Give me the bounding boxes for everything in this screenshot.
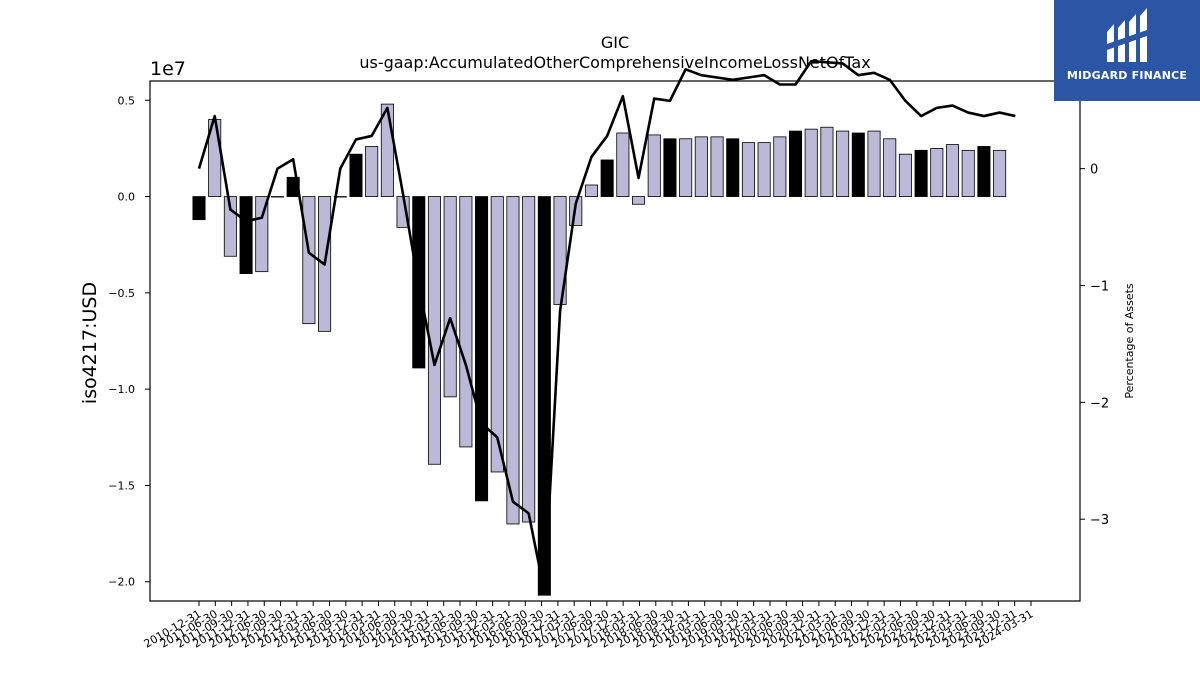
bar	[694, 136, 708, 197]
bar	[427, 196, 441, 465]
bar	[773, 136, 787, 197]
bar	[647, 134, 661, 197]
bar	[459, 196, 473, 448]
bar	[977, 146, 991, 197]
bar	[789, 130, 803, 197]
bar	[898, 153, 912, 197]
bar	[192, 196, 206, 221]
y-tick-label: −0.5	[108, 287, 135, 300]
plot-frame	[149, 80, 1081, 602]
bar	[961, 149, 975, 197]
x-axis: 2010-12-312011-06-302011-09-302011-12-31…	[142, 601, 1036, 651]
y-scale-label: 1e7	[150, 58, 186, 80]
midgard-m-logo-icon	[1107, 8, 1147, 62]
bar	[490, 196, 504, 473]
brand-logo: MIDGARD FINANCE	[1054, 0, 1200, 101]
bar	[663, 138, 677, 197]
bar	[522, 196, 536, 523]
bar	[584, 184, 598, 197]
bar	[365, 146, 379, 197]
bar	[710, 136, 724, 197]
bar	[679, 138, 693, 197]
bar	[930, 148, 944, 197]
bars-layer	[192, 103, 1007, 596]
bar	[820, 126, 834, 197]
left-axis: 0.5 0.0 −0.5 −1.0 −1.5 −2.0	[108, 94, 150, 589]
bar	[804, 128, 818, 197]
bar	[270, 196, 285, 198]
bar	[632, 196, 646, 205]
bar	[443, 196, 457, 398]
bar	[726, 138, 740, 197]
bar	[867, 130, 881, 197]
y2-tick-label: −3	[1090, 513, 1109, 528]
bar	[616, 132, 630, 197]
y2-axis-label: Percentage of Assets	[1123, 283, 1136, 399]
bar	[836, 130, 850, 197]
bar	[883, 138, 897, 197]
y-tick-label: 0.5	[118, 94, 136, 107]
bar	[506, 196, 520, 525]
y-axis-label: iso4217:USD	[79, 282, 101, 404]
bar	[349, 153, 363, 197]
bar	[741, 142, 755, 197]
bar	[239, 196, 253, 274]
bar	[945, 144, 960, 197]
line-layer	[197, 59, 1016, 593]
y-tick-label: 0.0	[118, 191, 136, 204]
chart-subtitle: us-gaap:AccumulatedOtherComprehensiveInc…	[359, 53, 870, 72]
bar	[255, 196, 269, 273]
bar	[914, 149, 928, 197]
bar	[993, 149, 1007, 197]
bar	[333, 196, 347, 198]
bar	[302, 196, 316, 325]
chart-title: GIC	[601, 33, 629, 52]
y-tick-label: −2.0	[108, 576, 135, 589]
bar	[537, 196, 551, 596]
y2-tick-label: 0	[1090, 163, 1098, 178]
y2-tick-label: −2	[1090, 396, 1109, 411]
bar	[600, 159, 614, 197]
brand-name: MIDGARD FINANCE	[1066, 69, 1188, 82]
bar	[475, 196, 489, 502]
bar	[851, 132, 865, 197]
y-tick-label: −1.0	[108, 383, 135, 396]
y-tick-label: −1.5	[108, 479, 135, 492]
y2-tick-label: −1	[1090, 279, 1109, 294]
right-axis: 0 −1 −2 −3	[1080, 163, 1109, 528]
bar	[757, 142, 771, 197]
series-line	[197, 59, 1016, 593]
